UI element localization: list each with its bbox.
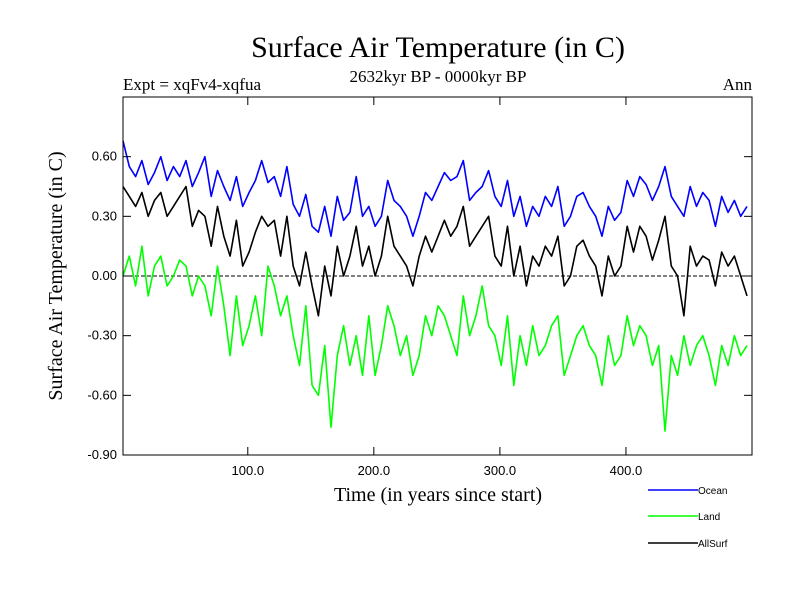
y-tick-label: -0.30: [87, 328, 117, 343]
x-tick-label: 400.0: [610, 463, 643, 478]
y-tick-label: -0.60: [87, 387, 117, 402]
y-axis-label: Surface Air Temperature (in C): [45, 151, 67, 400]
series-line-ocean: [122, 140, 748, 237]
x-tick-label: 100.0: [232, 463, 265, 478]
y-tick-label: 0.60: [92, 149, 117, 164]
y-tick-label: 0.00: [92, 268, 117, 283]
plot-area: [122, 96, 753, 456]
legend-label-land: Land: [698, 512, 720, 523]
x-axis-label: Time (in years since start): [334, 484, 542, 506]
time-range-label: 2632kyr BP - 0000kyr BP: [350, 67, 527, 86]
y-axis-ticks: 0.60 0.30 0.00 -0.30 -0.60 -0.90: [87, 149, 752, 462]
x-tick-label: 200.0: [358, 463, 391, 478]
legend-item-allsurf: AllSurf: [648, 539, 728, 550]
legend-item-ocean: Ocean: [648, 486, 727, 497]
chart-title: Surface Air Temperature (in C): [251, 31, 625, 64]
y-tick-label: -0.90: [87, 447, 117, 462]
legend-item-land: Land: [648, 512, 720, 523]
legend-label-ocean: Ocean: [698, 486, 727, 497]
y-tick-label: 0.30: [92, 208, 117, 223]
series-line-land: [122, 245, 748, 432]
legend: Ocean Land AllSurf: [648, 486, 728, 550]
x-axis-ticks: 100.0 200.0 300.0 400.0: [232, 97, 643, 478]
legend-label-allsurf: AllSurf: [698, 539, 728, 550]
series-line-allsurf: [122, 185, 748, 317]
experiment-label: Expt = xqFv4-xqfua: [123, 75, 261, 94]
season-label: Ann: [723, 75, 753, 94]
x-tick-label: 300.0: [484, 463, 517, 478]
series-layer: [122, 140, 748, 432]
